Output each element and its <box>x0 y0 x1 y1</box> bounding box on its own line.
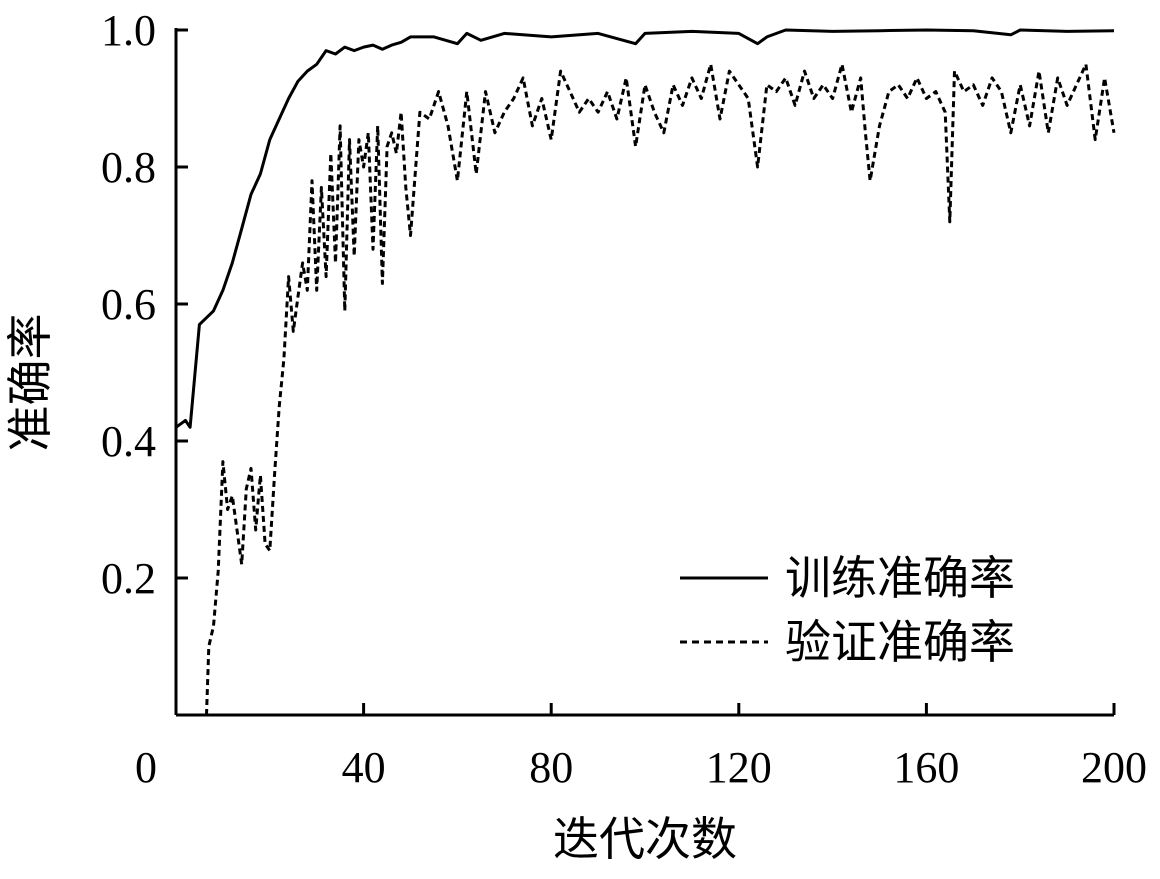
legend-label-validation: 验证准确率 <box>785 615 1015 669</box>
x-tick-label: 120 <box>706 743 772 792</box>
series-line-validation <box>205 62 1116 716</box>
y-tick-label: 0.6 <box>101 280 156 329</box>
y-tick-label: 0.4 <box>101 417 156 466</box>
x-tick-label: 0 <box>135 743 157 792</box>
plot-area: 0 40 80 120 160 200 0.2 0.4 0.6 0.8 1.0 <box>101 6 1147 792</box>
y-tick-label: 1.0 <box>101 6 156 55</box>
y-tick-label: 0.2 <box>101 554 156 603</box>
legend: 训练准确率 验证准确率 <box>680 551 1015 669</box>
y-axis-title: 准确率 <box>3 314 57 452</box>
x-tick-label: 40 <box>342 743 386 792</box>
x-axis-ticks: 0 40 80 120 160 200 <box>135 703 1147 792</box>
y-axis-ticks: 0.2 0.4 0.6 0.8 1.0 <box>101 6 188 603</box>
x-tick-label: 80 <box>529 743 573 792</box>
series-line-train <box>175 28 1115 429</box>
x-axis-title: 迭代次数 <box>553 812 737 866</box>
x-tick-label: 200 <box>1081 743 1147 792</box>
y-tick-label: 0.8 <box>101 143 156 192</box>
legend-label-train: 训练准确率 <box>785 551 1015 605</box>
x-tick-label: 160 <box>893 743 959 792</box>
series-group <box>175 28 1116 716</box>
